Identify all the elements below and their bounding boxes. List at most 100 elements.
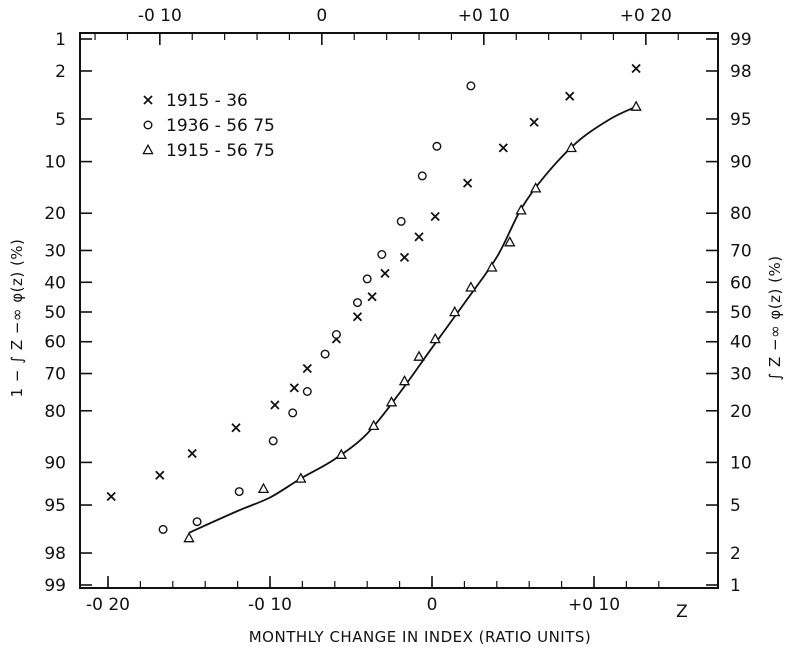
point-1936-5675: [417, 171, 427, 181]
x-marker-shape: [380, 268, 390, 279]
y-left-tick-label: 10: [44, 153, 66, 173]
y-axis-right-label: ∫ Z −∞ φ(z) (%): [766, 255, 784, 380]
point-1915-5675: [515, 204, 527, 215]
point-1915-36: [498, 143, 508, 153]
point-1915-36: [430, 211, 440, 222]
point-1915-36: [462, 178, 473, 188]
x-marker-shape: [155, 470, 165, 480]
y-right-tick-label: 99: [730, 30, 752, 50]
triangle-marker-shape: [368, 419, 380, 431]
y-left-tick-label: 70: [44, 365, 66, 385]
triangle-marker-shape: [486, 261, 498, 272]
x-top-tick-label: 0: [316, 6, 327, 26]
circle-marker-shape: [288, 408, 298, 418]
point-1936-5675: [192, 517, 202, 527]
point-1915-5675: [504, 236, 516, 247]
circle-marker-shape: [331, 330, 341, 339]
triangle-marker-shape: [257, 482, 270, 494]
x-top-tick-label: +0 10: [458, 6, 510, 26]
legend-label: 1915 - 56 75: [166, 141, 275, 161]
y-left-tick-label: 5: [55, 110, 66, 130]
point-1936-5675: [432, 141, 442, 151]
circle-marker-shape: [353, 298, 362, 308]
y-left-tick-label: 60: [44, 333, 66, 353]
fitted-curve-line: [188, 105, 637, 534]
point-1915-36: [231, 423, 241, 433]
x-axis-end-label: Z: [676, 602, 688, 622]
x-axis-top: -0 10 0 +0 10 +0 20: [94, 6, 679, 45]
legend: 1915 - 36 1936 - 56 75 1915 - 56 75: [142, 91, 275, 161]
point-1936-5675: [362, 274, 372, 284]
x-marker-shape: [430, 211, 440, 222]
y-right-tick-label: 5: [730, 496, 741, 516]
point-1936-5675: [320, 349, 330, 359]
x-bottom-tick-label: 0: [427, 595, 438, 615]
triangle-marker-shape: [335, 448, 347, 459]
point-1915-36: [187, 448, 197, 459]
triangle-marker-shape: [183, 531, 195, 543]
legend-marker-x: [143, 95, 153, 105]
triangle-marker-shape: [515, 204, 527, 215]
x-bottom-tick-label: -0 20: [86, 595, 130, 615]
y-right-tick-label: 50: [730, 303, 752, 323]
point-1915-5675: [565, 141, 577, 153]
x-marker-shape: [462, 178, 473, 188]
point-1915-5675: [183, 531, 195, 543]
circle-marker-shape: [192, 517, 202, 527]
x-marker-shape: [631, 63, 641, 74]
circle-marker-shape: [234, 487, 244, 497]
x-marker-shape: [231, 423, 241, 433]
circle-marker-shape: [302, 387, 312, 396]
circle-marker-shape: [143, 120, 153, 130]
point-1915-36: [529, 117, 539, 127]
x-marker-shape: [270, 400, 280, 410]
triangle-marker-shape: [295, 472, 307, 483]
point-1915-36: [270, 400, 280, 410]
point-1915-36: [414, 232, 424, 242]
point-1915-5675: [413, 350, 425, 361]
circle-marker-shape: [417, 171, 427, 181]
x-marker-shape: [187, 448, 197, 459]
y-left-tick-label: 99: [44, 576, 66, 596]
triangle-marker-shape: [565, 141, 577, 153]
fitted-curve: [188, 105, 637, 534]
triangle-marker-shape: [429, 332, 441, 344]
circle-marker-shape: [432, 141, 442, 151]
y-axis-left: 1 2 5 10 20 30 40 50 60 70 80 90 95 98 99: [44, 30, 92, 596]
point-1915-36: [302, 363, 312, 374]
y-left-tick-label: 2: [55, 62, 66, 82]
point-1915-5675: [486, 261, 498, 272]
point-1936-5675: [466, 81, 476, 91]
x-marker-shape: [529, 117, 539, 127]
point-1915-5675: [429, 332, 441, 344]
x-bottom-tick-label: -0 10: [248, 595, 292, 615]
point-1936-5675: [268, 436, 278, 446]
y-right-tick-label: 70: [730, 241, 752, 261]
point-1936-5675: [234, 487, 244, 497]
point-1915-36: [380, 268, 390, 279]
y-right-tick-label: 95: [730, 110, 752, 130]
point-1915-5675: [385, 396, 398, 407]
point-1915-5675: [449, 305, 461, 317]
y-left-tick-label: 90: [44, 453, 66, 473]
triangle-marker-shape: [530, 182, 542, 193]
point-1915-5675: [335, 448, 347, 459]
y-axis-left-label: 1 − ∫ Z −∞ φ(z) (%): [8, 239, 26, 398]
point-1915-36: [352, 312, 363, 322]
point-1915-36: [399, 252, 410, 263]
triangle-marker-shape: [449, 305, 461, 317]
point-1936-5675: [288, 408, 298, 418]
triangle-marker-shape: [630, 100, 642, 111]
point-1915-5675: [530, 182, 542, 193]
point-1915-36: [289, 383, 299, 393]
y-right-tick-label: 20: [730, 402, 752, 422]
triangle-marker-shape: [398, 374, 411, 386]
point-1915-5675: [398, 374, 411, 386]
point-1915-5675: [257, 482, 270, 494]
circle-marker-shape: [466, 81, 476, 91]
y-right-tick-label: 2: [730, 544, 741, 564]
point-1915-36: [631, 63, 641, 74]
point-1936-5675: [331, 330, 341, 339]
point-1915-36: [155, 470, 165, 480]
triangle-marker-shape: [413, 350, 425, 361]
